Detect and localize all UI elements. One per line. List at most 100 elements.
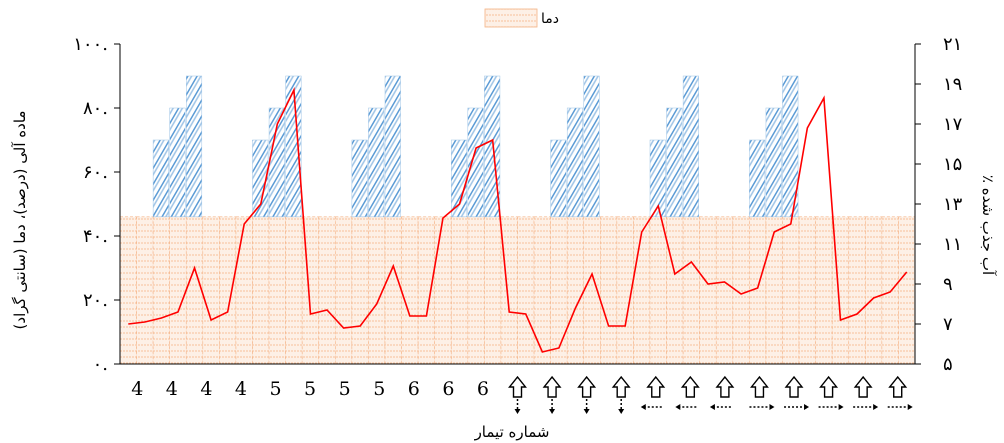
y-right-tick-label: ۲۱	[943, 34, 962, 55]
temperature-bar	[450, 216, 469, 365]
temperature-bar	[566, 216, 585, 365]
y-right-tick-label: ۱۹	[943, 74, 962, 95]
temperature-bar	[252, 216, 270, 365]
temperature-bar	[467, 216, 485, 365]
temperature-bar	[649, 216, 667, 365]
legend-label: دما	[541, 11, 559, 27]
temperature-bar	[169, 216, 187, 365]
temperature-bar	[235, 216, 253, 365]
y-right-tick-label: ۹	[943, 274, 953, 295]
organic-matter-bar	[351, 139, 368, 218]
temperature-bar	[202, 216, 220, 365]
treatment-arrow-icon	[818, 375, 844, 410]
organic-matter-bar	[682, 75, 699, 218]
x-tick-label: 5	[373, 378, 385, 400]
temperature-bar	[384, 216, 402, 365]
organic-matter-bar	[550, 139, 567, 218]
temperature-bar	[898, 216, 916, 365]
organic-matter-bar	[583, 75, 600, 218]
temperature-bar	[815, 216, 833, 365]
temperature-bar	[848, 216, 866, 365]
y-left-tick-label: ۶۰.	[83, 162, 108, 183]
x-tick-label: 6	[408, 378, 420, 400]
temperature-bar	[268, 216, 286, 365]
organic-matter-bar	[252, 139, 269, 218]
x-tick-label: 6	[477, 378, 489, 400]
organic-matter-bar	[566, 107, 583, 218]
temperature-bar	[185, 216, 204, 365]
x-tick-label: 4	[166, 378, 178, 400]
organic-matter-bar	[467, 107, 484, 218]
x-tick-label: 4	[200, 378, 212, 400]
temperature-bar	[699, 216, 717, 365]
temperature-bar	[152, 216, 170, 365]
temperature-bar	[335, 216, 353, 365]
treatment-arrow-icon	[508, 375, 527, 414]
temperature-bar	[401, 216, 419, 365]
y-left-tick-label: ۴۰.	[83, 226, 108, 247]
treatment-arrow-icon	[542, 375, 562, 414]
y-left-axis-title: ماده آلی (درصد)، دما (سانتی گراد)	[11, 111, 29, 330]
temperature-bar	[782, 216, 800, 365]
y-left-tick-label: ۰.	[93, 354, 108, 375]
organic-matter-bar	[169, 107, 186, 218]
organic-matter-bar	[765, 107, 782, 218]
temperature-bar	[633, 216, 651, 365]
treatment-arrow-icon	[611, 375, 631, 414]
temperature-bar	[500, 216, 518, 365]
temperature-bar	[517, 216, 535, 365]
temperature-bar	[798, 216, 816, 365]
y-right-tick-label: ۵	[943, 354, 953, 375]
temperature-bar	[765, 216, 783, 365]
y-left-tick-label: ۲۰.	[83, 290, 108, 311]
treatment-arrow-icon	[853, 375, 879, 410]
treatment-arrow-icon	[887, 375, 913, 410]
y-left-tick-label: ۸۰.	[83, 98, 108, 119]
x-axis-title: شماره تیمار	[474, 423, 550, 441]
temperature-bar	[136, 216, 154, 365]
temperature-bar	[285, 216, 303, 365]
x-tick-label: 5	[339, 378, 351, 400]
x-tick-label: 5	[269, 378, 281, 400]
x-tick-label: 5	[304, 378, 316, 400]
y-right-tick-label: ۱۵	[943, 154, 962, 175]
temperature-bar	[533, 216, 551, 365]
temperature-bar	[600, 216, 618, 365]
organic-matter-bar	[749, 139, 766, 218]
x-tick-label: 4	[131, 378, 143, 400]
temperature-bar	[666, 216, 684, 365]
y-right-tick-label: ۱۱	[943, 234, 962, 255]
organic-matter-bar	[782, 75, 799, 218]
temperature-bar	[434, 216, 452, 365]
organic-matter-bar	[368, 107, 385, 218]
water-absorption-line-layer	[128, 86, 908, 353]
x-tick-label: 6	[442, 378, 454, 400]
treatment-arrow-icon	[577, 375, 597, 414]
axes-layer	[114, 43, 921, 365]
bars-layer	[119, 216, 916, 365]
organic-matter-bar	[186, 75, 203, 218]
organic-matter-bar	[152, 139, 169, 218]
treatment-arrow-icon	[675, 375, 700, 410]
y-right-tick-label: ۷	[943, 314, 953, 335]
temperature-bar	[351, 216, 369, 365]
temperature-bar	[318, 216, 336, 365]
temperature-bar	[119, 216, 137, 365]
temperature-bar	[865, 216, 883, 365]
temperature-bar	[682, 216, 700, 365]
y-right-tick-label: ۱۳	[943, 194, 963, 215]
temperature-bar	[715, 216, 734, 365]
organic-matter-bar	[649, 139, 666, 218]
treatment-arrow-icon	[784, 375, 810, 410]
organic-matter-layer	[152, 75, 799, 218]
treatment-arrow-icon	[640, 375, 666, 410]
legend-swatch	[484, 8, 538, 28]
water-absorption-line	[128, 86, 908, 353]
temperature-bar	[881, 216, 899, 365]
organic-matter-bar	[384, 75, 401, 218]
legend: دما	[484, 8, 559, 28]
temperature-bar	[417, 216, 435, 365]
organic-matter-bar	[285, 75, 302, 218]
